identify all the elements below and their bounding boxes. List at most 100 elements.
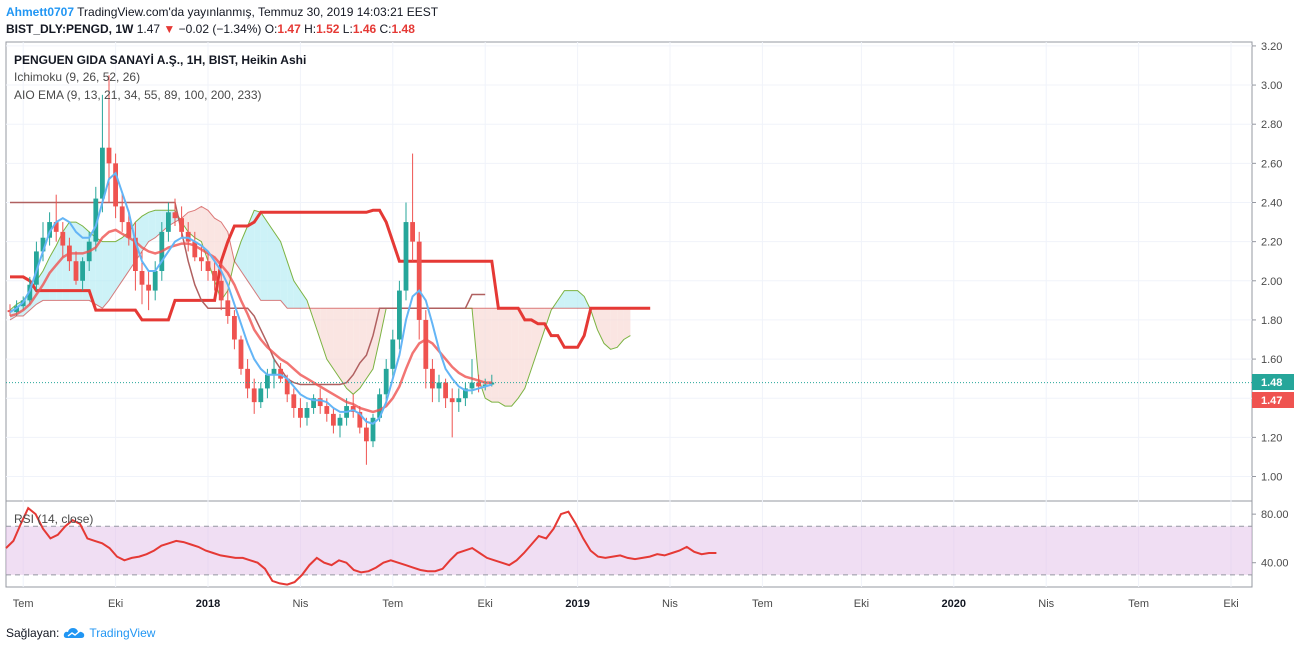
ichimoku-cloud xyxy=(201,206,208,262)
ichimoku-cloud xyxy=(142,212,149,252)
rsi-band xyxy=(6,526,1252,575)
candle-body xyxy=(370,417,376,442)
candle-body xyxy=(225,300,231,317)
x-tick-label: 2020 xyxy=(942,598,966,610)
footer: Sağlayan: TradingView xyxy=(6,626,155,640)
kijun-sen-line xyxy=(10,208,651,349)
candle-body xyxy=(40,237,46,252)
candle-body xyxy=(47,222,52,238)
ichimoku-cloud xyxy=(359,308,367,389)
price-change: −0.02 (−1.34%) xyxy=(178,22,262,36)
ichimoku-cloud xyxy=(617,308,624,348)
candle xyxy=(166,202,171,242)
candle xyxy=(403,202,409,301)
candle-body xyxy=(53,222,59,232)
author-link[interactable]: Ahmett0707 xyxy=(6,5,75,19)
candle-body xyxy=(258,388,264,403)
candle-body xyxy=(456,398,462,403)
candle xyxy=(469,359,475,395)
x-tick-label: 2019 xyxy=(565,598,589,610)
ichimoku-cloud xyxy=(109,241,116,301)
ema-fast-line xyxy=(9,171,493,425)
price-badge-red: 1.47 xyxy=(1252,392,1294,408)
ichimoku-cloud xyxy=(49,245,57,301)
ichimoku-cloud xyxy=(194,206,202,242)
tradingview-link[interactable]: TradingView xyxy=(89,626,156,640)
low-value: 1.46 xyxy=(352,22,377,36)
y-tick-label: 2.20 xyxy=(1261,237,1282,249)
candle xyxy=(100,94,105,213)
candle xyxy=(258,382,264,409)
y-tick-label: 1.80 xyxy=(1261,315,1282,327)
candle-body xyxy=(245,368,250,389)
candle-body xyxy=(311,398,316,409)
ichimoku-cloud xyxy=(260,212,268,301)
symbol-header: BIST_DLY:PENGD, 1W 1.47 ▼ −0.02 (−1.34%)… xyxy=(6,22,415,36)
x-tick-label: Eki xyxy=(108,598,123,610)
candle-body xyxy=(146,284,151,291)
ichimoku-cloud xyxy=(571,290,578,309)
x-tick-label: Tem xyxy=(1128,598,1149,610)
candle-body xyxy=(403,222,409,291)
candle xyxy=(40,222,46,262)
candle xyxy=(212,261,217,291)
ichimoku-cloud xyxy=(498,308,505,407)
ema-legend[interactable]: AIO EMA (9, 13, 21, 34, 55, 89, 100, 200… xyxy=(14,88,262,102)
footer-label: Sağlayan: xyxy=(6,626,60,640)
candle-body xyxy=(238,339,244,369)
rsi-line xyxy=(5,506,717,586)
candle xyxy=(232,310,237,350)
x-tick-label: Tem xyxy=(752,598,773,610)
candle-body xyxy=(73,261,79,281)
ichimoku-cloud xyxy=(300,290,307,309)
candle-body xyxy=(119,206,125,223)
ichimoku-cloud xyxy=(340,308,347,389)
candle xyxy=(449,388,455,438)
y-tick-label: 1.60 xyxy=(1261,354,1282,366)
candle xyxy=(436,374,442,403)
candle-body xyxy=(152,271,158,291)
candle-body xyxy=(397,290,402,340)
ichimoku-cloud xyxy=(604,308,611,350)
candle-body xyxy=(218,280,224,301)
candle xyxy=(218,271,224,311)
candle-body xyxy=(100,147,105,199)
ichimoku-cloud xyxy=(254,210,261,301)
candle xyxy=(397,280,402,350)
candle xyxy=(337,413,343,438)
candle xyxy=(311,394,316,414)
y-tick-label: 2.80 xyxy=(1261,119,1282,131)
badge-bg xyxy=(1252,374,1294,390)
badge-bg xyxy=(1252,392,1294,408)
lagging-span-line xyxy=(10,201,486,386)
candle-body xyxy=(60,231,66,246)
candle xyxy=(357,406,363,434)
ichimoku-cloud xyxy=(564,290,571,309)
ichimoku-cloud xyxy=(320,308,327,360)
candle-body xyxy=(172,212,178,219)
candle xyxy=(245,359,250,399)
candle-body xyxy=(232,316,237,340)
candle xyxy=(93,186,99,252)
rsi-y-tick-label: 40.00 xyxy=(1261,558,1289,570)
badge-value: 1.47 xyxy=(1261,395,1282,407)
chart-frame xyxy=(5,41,1253,588)
ichimoku-cloud xyxy=(102,241,109,309)
last-price: 1.47 xyxy=(136,22,161,36)
candle-body xyxy=(377,394,382,418)
ichimoku-cloud xyxy=(373,308,380,369)
rsi-legend[interactable]: RSI (14, close) xyxy=(14,512,94,526)
candle-body xyxy=(476,382,481,387)
x-tick-label: Eki xyxy=(854,598,869,610)
ichimoku-cloud xyxy=(148,210,156,242)
y-tick-label: 2.40 xyxy=(1261,197,1282,209)
publish-header: Ahmett0707 TradingView.com'da yayınlanmı… xyxy=(6,5,438,19)
tradingview-cloud-icon[interactable] xyxy=(63,627,85,639)
candle xyxy=(133,222,138,291)
candle-body xyxy=(423,319,429,369)
candle-body xyxy=(179,218,184,232)
ichimoku-legend[interactable]: Ichimoku (9, 26, 52, 26) xyxy=(14,70,141,84)
y-tick-label: 1.20 xyxy=(1261,432,1282,444)
candle-body xyxy=(331,413,336,426)
